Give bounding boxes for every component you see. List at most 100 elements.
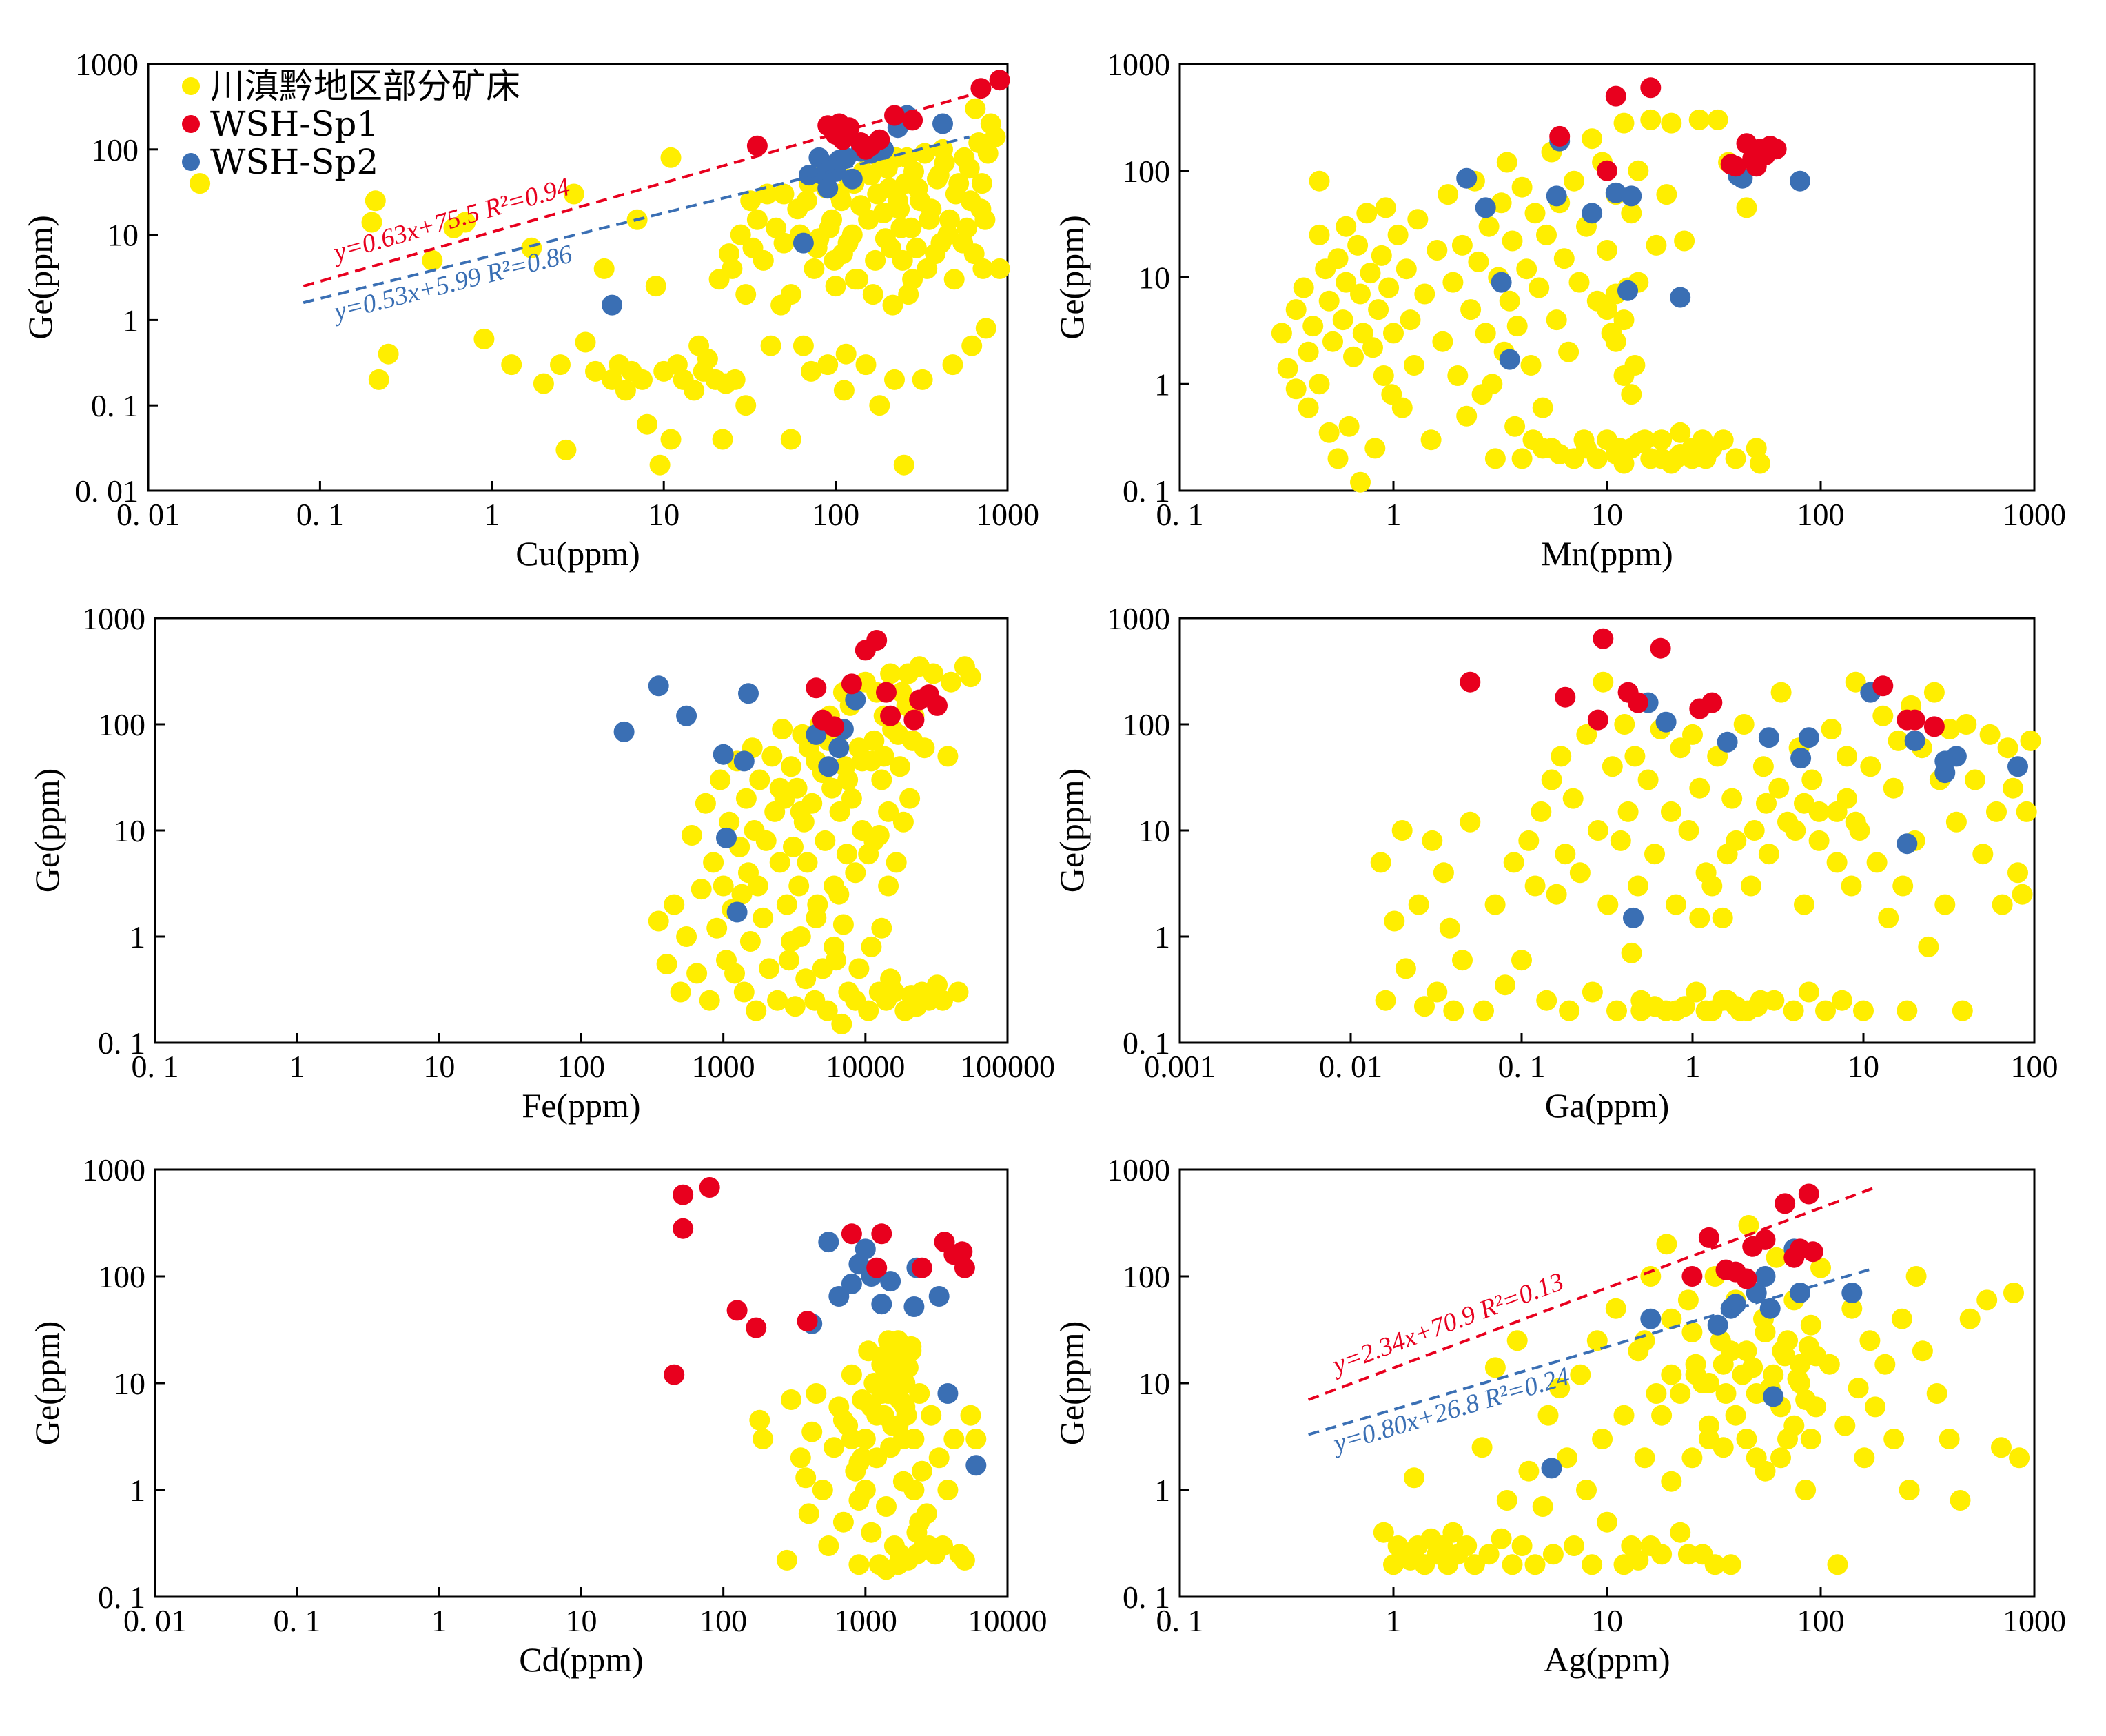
deposits-point xyxy=(1298,397,1319,418)
deposits-point xyxy=(1564,170,1584,192)
deposits-point xyxy=(1370,852,1391,873)
x-tick-label: 100 xyxy=(699,1603,747,1638)
sp1-point xyxy=(1904,709,1925,731)
deposits-point xyxy=(1827,1554,1848,1575)
x-axis-label: Cu(ppm) xyxy=(515,534,640,573)
deposits-point xyxy=(961,335,983,356)
sp1-point xyxy=(839,117,860,139)
deposits-point xyxy=(1484,448,1506,469)
sp1-point xyxy=(824,716,845,737)
deposits-point xyxy=(858,209,879,230)
deposits-point xyxy=(848,1554,870,1575)
deposits-point xyxy=(1704,1554,1726,1575)
deposits-point xyxy=(921,198,942,220)
deposits-point xyxy=(848,958,870,979)
y-tick-label: 0. 01 xyxy=(75,473,139,509)
deposits-point xyxy=(1878,907,1899,928)
deposits-point xyxy=(1733,714,1755,735)
deposits-point xyxy=(861,936,882,957)
x-tick-label: 1 xyxy=(431,1603,447,1638)
deposits-point xyxy=(871,769,892,790)
sp1-point xyxy=(927,695,948,716)
deposits-point xyxy=(1808,801,1830,822)
deposits-point xyxy=(865,249,886,271)
deposits-point xyxy=(1408,894,1429,915)
deposits-point xyxy=(735,788,757,809)
x-tick-label: 10000 xyxy=(826,1049,905,1084)
deposits-point xyxy=(1795,1480,1817,1500)
deposits-point xyxy=(1309,170,1330,192)
deposits-point xyxy=(825,276,846,297)
deposits-point xyxy=(1854,1447,1875,1469)
deposits-point xyxy=(1384,910,1405,932)
deposits-point xyxy=(649,454,671,476)
deposits-point xyxy=(1721,788,1743,809)
deposits-point xyxy=(884,369,905,390)
sp2-point xyxy=(676,705,697,726)
deposits-point xyxy=(1860,756,1881,777)
x-tick-label: 1 xyxy=(289,1049,305,1084)
deposits-point xyxy=(957,217,977,238)
deposits-point xyxy=(934,152,955,173)
deposits-point xyxy=(1427,981,1448,1003)
deposits-point xyxy=(1336,272,1357,293)
deposits-point xyxy=(1576,1480,1597,1500)
sp2-point xyxy=(845,689,866,711)
deposits-point xyxy=(954,147,975,168)
deposits-point xyxy=(1576,724,1597,745)
deposits-point xyxy=(1570,1364,1591,1385)
deposits-point xyxy=(928,1447,950,1469)
deposits-point xyxy=(1677,1289,1699,1311)
x-tick-label: 1000 xyxy=(2003,1603,2066,1638)
y-axis-label: Ge(ppm) xyxy=(21,215,59,340)
sp1-point xyxy=(664,1364,685,1385)
deposits-point xyxy=(911,1460,932,1482)
sp1-point xyxy=(1593,628,1614,649)
deposits-point xyxy=(1617,801,1639,822)
deposits-point xyxy=(861,1396,882,1418)
deposits-point xyxy=(1800,1429,1821,1449)
deposits-point xyxy=(1794,894,1814,915)
x-tick-label: 10 xyxy=(566,1603,597,1638)
deposits-point xyxy=(1553,248,1575,269)
deposits-point xyxy=(749,769,770,790)
y-tick-label: 0. 1 xyxy=(98,1025,145,1061)
chart-panel-4: 0.001 0. 01 0. 1 1 10 100 0. 1 1 10 100 1000 Ga(ppm… xyxy=(1052,601,2058,1125)
x-tick-label: 10 xyxy=(1848,1049,1879,1084)
deposits-point xyxy=(1965,769,1985,790)
deposits-point xyxy=(1621,438,1642,459)
deposits-point xyxy=(812,958,833,979)
sp1-regression-line xyxy=(1307,1186,1876,1401)
sp1-point xyxy=(954,1257,975,1278)
deposits-point xyxy=(753,907,774,928)
y-tick-label: 1000 xyxy=(82,1152,145,1187)
y-tick-label: 100 xyxy=(91,132,139,167)
deposits-point xyxy=(1738,1215,1759,1236)
deposits-point xyxy=(781,931,801,952)
deposits-point xyxy=(1605,331,1626,352)
deposits-point xyxy=(1338,416,1360,437)
deposits-point xyxy=(1442,272,1464,293)
legend-marker-sp2 xyxy=(182,153,200,171)
y-tick-label: 1000 xyxy=(1107,1152,1170,1187)
deposits-point xyxy=(1322,331,1343,352)
deposits-point xyxy=(1542,1544,1564,1565)
deposits-point xyxy=(1883,777,1904,799)
deposits-point xyxy=(879,178,900,199)
deposits-point xyxy=(1959,1308,1981,1329)
deposits-point xyxy=(1606,1000,1627,1021)
deposits-point xyxy=(1837,788,1857,809)
deposits-point xyxy=(963,243,985,265)
deposits-point xyxy=(806,1383,827,1404)
deposits-point xyxy=(1432,331,1453,352)
deposits-point xyxy=(1712,907,1733,928)
deposits-point xyxy=(974,209,996,230)
deposits-point xyxy=(873,746,894,767)
y-tick-label: 10 xyxy=(114,1366,145,1401)
deposits-point xyxy=(781,1389,801,1410)
deposits-point xyxy=(1770,682,1792,703)
legend-marker-sp1 xyxy=(182,115,200,133)
deposits-point xyxy=(1972,844,1994,865)
sp2-point xyxy=(1617,280,1638,301)
chart-panel-6: 0. 1 1 10 100 1000 0. 1 1 10 100 1000 Ag(ppm) Ge(pp… xyxy=(1052,1152,2066,1679)
